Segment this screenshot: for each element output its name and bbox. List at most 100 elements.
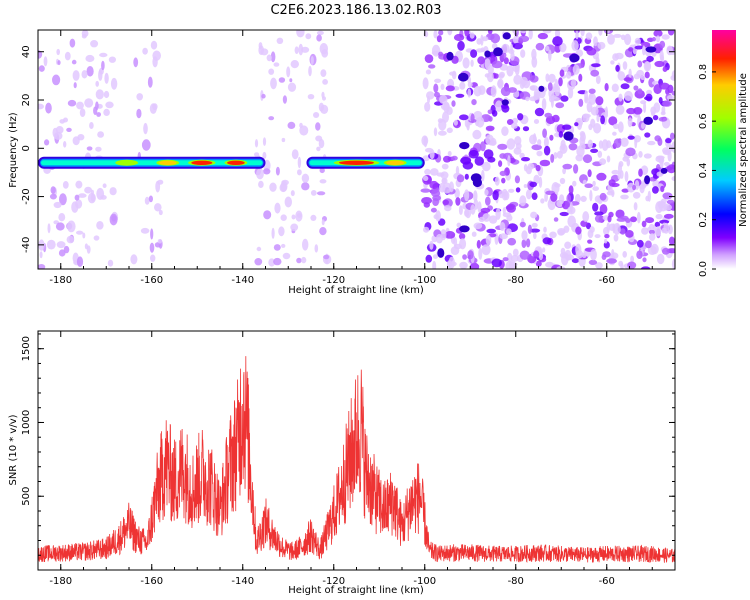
noise-blob bbox=[301, 256, 307, 264]
noise-blob bbox=[487, 71, 494, 83]
noise-blob bbox=[636, 239, 644, 248]
noise-blob bbox=[435, 210, 441, 222]
noise-blob bbox=[473, 222, 483, 230]
noise-blob bbox=[545, 73, 550, 82]
noise-blob bbox=[620, 262, 624, 269]
noise-blob bbox=[571, 258, 580, 264]
noise-blob bbox=[612, 223, 616, 234]
noise-blob bbox=[662, 149, 672, 156]
noise-blob bbox=[538, 176, 543, 188]
noise-blob bbox=[444, 205, 452, 212]
noise-blob bbox=[55, 222, 65, 231]
noise-blob bbox=[287, 121, 296, 129]
noise-blob bbox=[281, 179, 289, 186]
noise-blob bbox=[662, 192, 673, 200]
noise-blob bbox=[541, 98, 547, 111]
noise-blob bbox=[612, 53, 619, 61]
noise-blob bbox=[557, 229, 565, 236]
noise-blob bbox=[498, 190, 505, 199]
noise-blob bbox=[592, 180, 596, 187]
noise-blob bbox=[535, 164, 541, 172]
noise-blob bbox=[559, 69, 565, 77]
noise-blob bbox=[154, 203, 162, 212]
noise-blob bbox=[296, 257, 302, 264]
noise-blob bbox=[149, 242, 155, 253]
noise-blob bbox=[481, 169, 485, 182]
noise-blob bbox=[455, 197, 461, 206]
noise-blob bbox=[515, 187, 521, 193]
noise-blob bbox=[533, 174, 540, 185]
noise-blob bbox=[607, 215, 612, 223]
noise-blob bbox=[553, 83, 557, 92]
x-tick-label: -160 bbox=[140, 275, 163, 286]
noise-blob bbox=[320, 104, 329, 114]
noise-blob bbox=[439, 95, 448, 104]
noise-blob bbox=[632, 184, 637, 191]
noise-blob bbox=[298, 43, 304, 56]
noise-blob bbox=[630, 255, 634, 263]
noise-blob bbox=[520, 30, 527, 34]
noise-blob bbox=[620, 83, 630, 90]
noise-blob bbox=[86, 66, 94, 77]
noise-blob bbox=[667, 30, 675, 36]
noise-blob bbox=[584, 183, 593, 188]
noise-blob bbox=[271, 227, 275, 239]
noise-blob bbox=[483, 149, 494, 160]
noise-blob bbox=[256, 246, 262, 252]
noise-blob bbox=[301, 46, 310, 53]
noise-blob bbox=[464, 173, 469, 180]
noise-blob bbox=[634, 37, 641, 45]
noise-blob bbox=[661, 34, 670, 40]
noise-blob bbox=[537, 139, 542, 146]
noise-blob bbox=[593, 36, 598, 47]
noise-blob-strong bbox=[643, 116, 653, 125]
noise-blob bbox=[589, 189, 593, 202]
noise-blob bbox=[517, 113, 524, 121]
noise-blob bbox=[638, 168, 643, 177]
noise-blob bbox=[646, 55, 654, 62]
noise-blob bbox=[486, 228, 497, 234]
noise-blob bbox=[53, 131, 63, 140]
noise-blob bbox=[497, 78, 504, 89]
noise-blob bbox=[550, 193, 558, 202]
noise-blob bbox=[85, 54, 95, 63]
noise-blob bbox=[633, 73, 641, 80]
noise-blob bbox=[82, 232, 86, 239]
noise-blob bbox=[539, 159, 551, 167]
noise-blob bbox=[572, 64, 580, 75]
noise-blob bbox=[449, 71, 456, 76]
noise-blob bbox=[535, 260, 542, 267]
noise-blob bbox=[656, 253, 665, 265]
noise-blob-strong bbox=[569, 53, 580, 63]
snr-content bbox=[38, 356, 675, 563]
noise-blob bbox=[502, 207, 506, 215]
noise-blob bbox=[84, 98, 94, 108]
noise-blob bbox=[584, 90, 588, 102]
noise-blob bbox=[628, 47, 634, 52]
noise-blob bbox=[446, 127, 453, 134]
noise-blob bbox=[666, 199, 675, 205]
noise-blob bbox=[503, 57, 509, 65]
noise-blob bbox=[549, 134, 554, 141]
noise-blob bbox=[492, 190, 499, 201]
noise-blob bbox=[451, 100, 456, 107]
noise-blob bbox=[663, 222, 670, 234]
noise-blob bbox=[451, 155, 458, 161]
noise-blob bbox=[157, 239, 163, 244]
noise-blob bbox=[81, 33, 87, 39]
noise-blob bbox=[625, 147, 636, 157]
noise-blob bbox=[447, 30, 453, 36]
noise-blob bbox=[441, 177, 448, 185]
noise-blob bbox=[297, 169, 302, 176]
noise-blob bbox=[477, 201, 482, 213]
noise-blob bbox=[604, 238, 608, 244]
noise-blob bbox=[481, 244, 491, 256]
noise-blob bbox=[480, 47, 485, 53]
noise-blob bbox=[75, 180, 83, 189]
colorbar-label: Normalized spectral amplitude bbox=[738, 73, 749, 227]
noise-blob bbox=[281, 137, 286, 143]
noise-blob bbox=[316, 191, 326, 196]
noise-blob bbox=[470, 204, 476, 215]
colorbar-tick-label: 0.6 bbox=[698, 113, 709, 129]
noise-blob bbox=[642, 182, 647, 188]
